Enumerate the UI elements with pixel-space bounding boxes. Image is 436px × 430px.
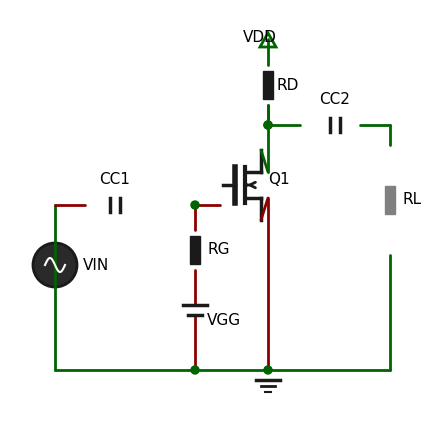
Circle shape	[264, 121, 272, 129]
Circle shape	[33, 243, 77, 287]
Bar	[190, 236, 200, 264]
Circle shape	[191, 201, 199, 209]
Text: VIN: VIN	[83, 258, 109, 273]
Bar	[263, 71, 273, 99]
Circle shape	[264, 121, 272, 129]
Text: VGG: VGG	[207, 313, 241, 328]
Text: VDD: VDD	[243, 30, 277, 45]
Text: Q1: Q1	[268, 172, 290, 187]
Circle shape	[264, 366, 272, 374]
Text: RL: RL	[402, 193, 421, 208]
Bar	[385, 186, 395, 214]
Circle shape	[191, 366, 199, 374]
Text: RG: RG	[207, 243, 229, 258]
Text: RD: RD	[276, 77, 298, 92]
Text: CC1: CC1	[99, 172, 130, 187]
Text: CC2: CC2	[320, 92, 351, 107]
